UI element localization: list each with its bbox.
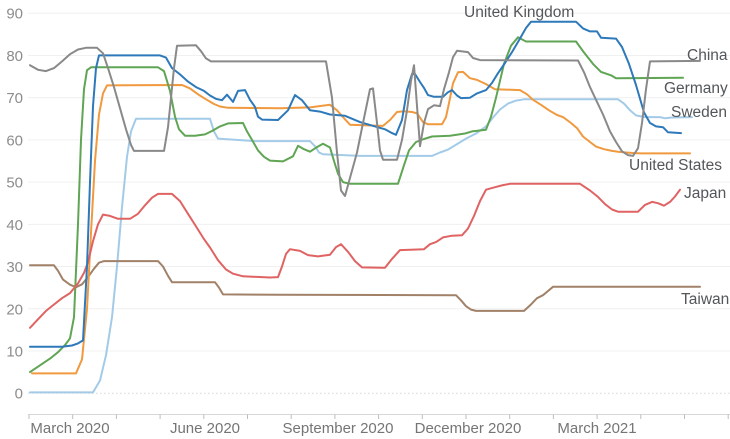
y-axis-label-30: 30 [6, 259, 23, 276]
x-axis-label: March 2021 [557, 420, 636, 437]
series-line-taiwan [29, 260, 701, 312]
series-label-taiwan: Taiwan [681, 291, 729, 308]
series-label-japan: Japan [684, 185, 726, 202]
x-axis-label: December 2020 [415, 420, 522, 437]
y-axis-label-10: 10 [6, 343, 23, 360]
series-line-china [29, 44, 701, 197]
y-axis-label-40: 40 [6, 217, 23, 234]
series-line-sweden [29, 98, 693, 394]
x-axis-label: March 2020 [30, 420, 109, 437]
y-axis-label-80: 80 [6, 48, 23, 65]
series-label-sweden: Sweden [671, 104, 727, 121]
y-axis-label-20: 20 [6, 301, 23, 318]
y-axis-label-90: 90 [6, 6, 23, 23]
y-axis-label-70: 70 [6, 90, 23, 107]
series-label-china: China [687, 47, 728, 64]
x-axis-label: June 2020 [170, 420, 240, 437]
series-line-japan [29, 182, 681, 329]
y-axis-label-50: 50 [6, 175, 23, 192]
series-label-united-kingdom: United Kingdom [464, 4, 574, 21]
y-axis-label-0: 0 [15, 386, 23, 403]
series-label-germany: Germany [664, 80, 728, 97]
x-axis-label: September 2020 [283, 420, 394, 437]
series-line-germany [29, 36, 684, 374]
series-label-united-states: United States [629, 157, 722, 174]
y-axis-label-60: 60 [6, 132, 23, 149]
series-line-united-states [31, 70, 691, 375]
